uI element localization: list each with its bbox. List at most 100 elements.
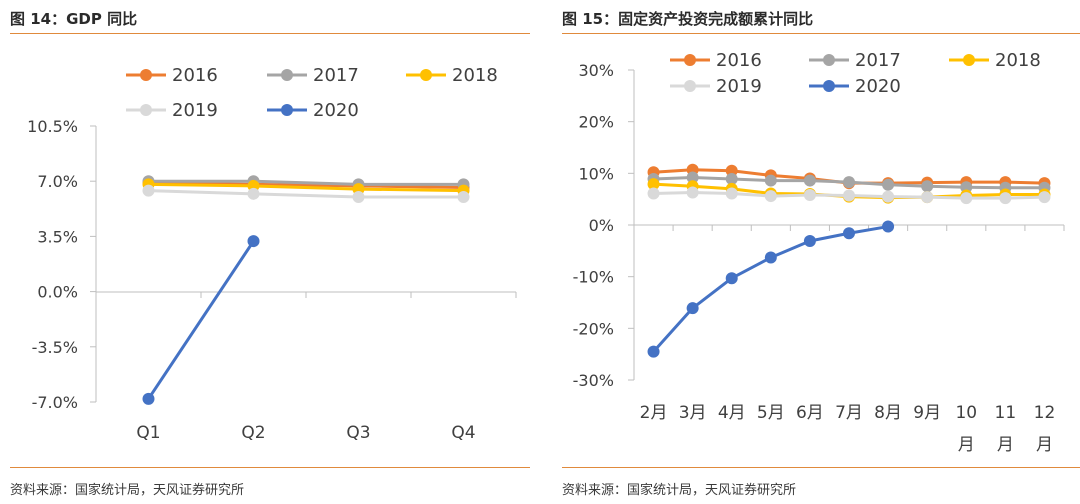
x-tick-label: 6月 [796,403,824,423]
data-point-2019 [352,190,365,203]
data-point-2017 [725,173,738,186]
legend-label: 2016 [172,65,218,86]
data-point-2017 [843,176,855,189]
data-point-2019 [764,190,777,203]
data-point-2017 [921,180,934,193]
x-tick-label: 2月 [640,403,668,423]
data-point-2017 [764,174,777,187]
data-point-2016 [725,164,738,177]
series-line-2019 [148,189,464,199]
x-tick-label: Q1 [136,423,160,443]
legend-swatch-marker [281,69,293,81]
data-point-2020 [647,345,660,358]
x-tick-label: 9月 [913,403,941,423]
data-point-2019 [457,190,470,203]
data-point-2019 [843,189,855,202]
legend-label: 2018 [452,65,498,86]
data-point-2020 [686,302,699,315]
left-panel: 图 14：GDP 同比 10.5% 7.0% 3.5% 0.0% -3.5% -7.0% Q… [0,0,530,504]
data-point-2019 [921,191,934,204]
y-tick-label: 20% [578,113,614,132]
series-line-2020 [147,240,255,400]
legend-label: 2020 [855,76,901,97]
data-point-2020 [882,220,895,233]
data-point-2020 [764,251,777,264]
y-tick-label: 10% [578,164,614,183]
y-tick-label: 0.0% [37,283,78,302]
data-point-2017 [882,178,895,191]
right-panel: 图 15：固定资产投资完成额累计同比 30% 20% 10% 0% -10% -20% -3… [552,0,1080,504]
series-line-2017 [148,179,464,186]
data-point-2019 [686,186,699,199]
x-tick-label: 10 月 [955,403,977,455]
data-point-2019 [142,184,155,197]
data-point-2017 [960,181,973,194]
data-point-2019 [725,187,738,200]
data-point-2019 [960,192,973,205]
source-note: 资料来源：国家统计局，天风证券研究所 [562,483,797,498]
series-line-2016 [148,181,464,190]
data-point-2019 [247,187,260,200]
legend-label: 2017 [855,50,901,71]
y-tick-label: 7.0% [37,172,78,191]
source-rule [10,467,530,468]
y-tick-label: 0% [589,216,614,235]
data-point-2017 [803,174,816,187]
x-tick-label: 8月 [874,403,902,423]
data-point-2017 [686,171,699,184]
figure-title: 图 15：固定资产投资完成额累计同比 [562,10,814,28]
x-tick-label: 12 月 [1034,403,1056,455]
data-point-2020 [725,272,738,285]
legend-swatch-marker [281,104,293,116]
legend-swatch-marker [823,54,835,66]
source-note: 资料来源：国家统计局，天风证券研究所 [10,483,245,498]
legend-label: 2019 [716,76,762,97]
legend-swatch-marker [140,104,152,116]
y-tick-label: -30% [573,371,614,390]
y-tick-label: -20% [573,319,614,338]
legend-label: 2017 [313,65,359,86]
y-tick-label: 30% [578,61,614,80]
x-tick-label: 11 月 [995,403,1017,455]
data-point-2019 [1038,191,1051,204]
y-tick-label: -7.0% [32,393,78,412]
legend-label: 2016 [716,50,762,71]
legend-swatch-marker [823,80,835,92]
x-tick-label: 4月 [718,403,746,423]
x-tick-label: 7月 [835,403,863,423]
legend-swatch-marker [420,69,432,81]
legend-swatch-marker [684,54,696,66]
x-tick-label: Q3 [346,423,370,443]
data-point-2019 [647,187,660,200]
x-tick-label: Q2 [241,423,265,443]
figure-title: 图 14：GDP 同比 [10,10,138,28]
x-tick-label: Q4 [451,423,475,443]
x-tick-label: 3月 [679,403,707,423]
data-point-2020 [142,392,155,405]
y-tick-label: 10.5% [27,117,78,136]
legend-swatch-marker [963,54,975,66]
data-point-2020 [803,235,816,248]
y-tick-label: -3.5% [32,338,78,357]
legend-label: 2018 [995,50,1041,71]
data-point-2019 [882,190,895,203]
data-point-2019 [803,189,816,202]
legend-label: 2019 [172,100,218,121]
series-line-2018 [148,182,464,193]
y-tick-label: -10% [573,268,614,287]
data-point-2020 [843,227,855,240]
legend-label: 2020 [313,100,359,121]
x-tick-label: 5月 [757,403,785,423]
title-rule [10,33,530,34]
data-point-2020 [247,235,260,248]
gdp-yoy-chart: 10.5% 7.0% 3.5% 0.0% -3.5% -7.0% Q1 Q2 Q3 Q4 2016 2… [27,65,517,443]
data-point-2018 [647,178,660,191]
series-line-2020 [652,225,889,353]
title-rule [562,33,1080,34]
y-tick-label: 3.5% [37,227,78,246]
fixed-asset-investment-chart: 30% 20% 10% 0% -10% -20% -30% 2月 3月 4月 5月 6月 7月 8月 9月 1… [573,50,1065,455]
legend-swatch-marker [684,80,696,92]
data-point-2019 [999,192,1012,205]
legend-swatch-marker [140,69,152,81]
source-rule [562,467,1080,468]
